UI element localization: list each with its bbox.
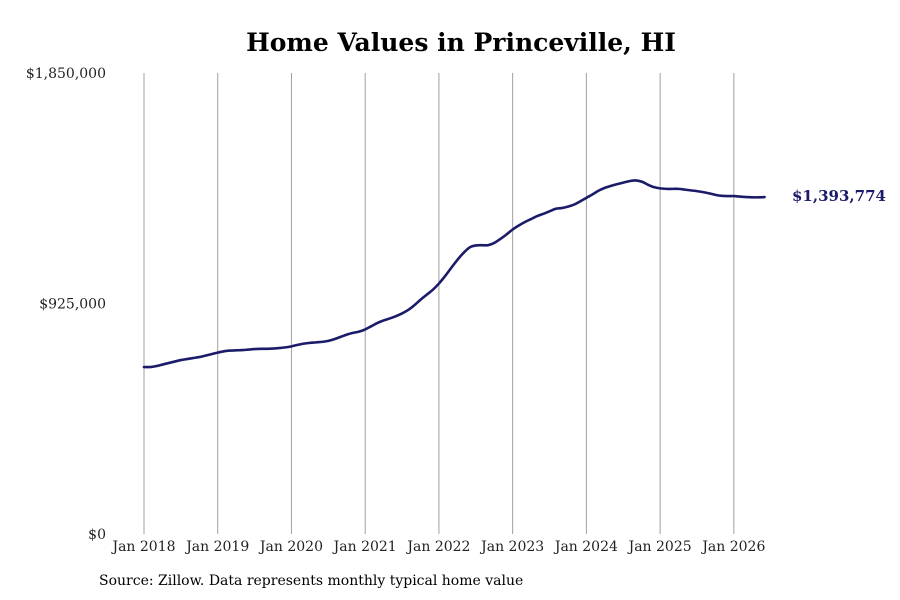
gridlines <box>143 73 735 534</box>
x-tick-label: Jan 2026 <box>700 539 765 555</box>
x-axis-ticks: Jan 2018 Jan 2019 Jan 2020 Jan 2021 Jan 2022… <box>110 539 765 555</box>
end-value-label: $1,393,774 <box>792 187 886 205</box>
x-tick-label: Jan 2020 <box>258 539 323 555</box>
x-tick-label: Jan 2021 <box>332 539 397 555</box>
x-tick-label: Jan 2023 <box>479 539 544 555</box>
x-tick-label: Jan 2022 <box>405 539 470 555</box>
x-tick-label: Jan 2025 <box>627 539 692 555</box>
series-layer <box>142 179 766 369</box>
series-line-home-value <box>142 179 766 369</box>
y-axis-ticks: $1,850,000 $925,000 $0 <box>26 66 106 543</box>
y-tick-label: $0 <box>88 527 106 543</box>
x-tick-label: Jan 2024 <box>553 539 618 555</box>
end-label-layer: $1,393,774 <box>792 187 886 205</box>
y-tick-label: $1,850,000 <box>26 66 106 82</box>
x-tick-label: Jan 2018 <box>110 539 175 555</box>
chart-title: Home Values in Princeville, HI <box>246 28 676 57</box>
y-tick-label: $925,000 <box>39 297 106 313</box>
x-tick-label: Jan 2019 <box>184 539 249 555</box>
source-note: Source: Zillow. Data represents monthly … <box>99 573 524 589</box>
